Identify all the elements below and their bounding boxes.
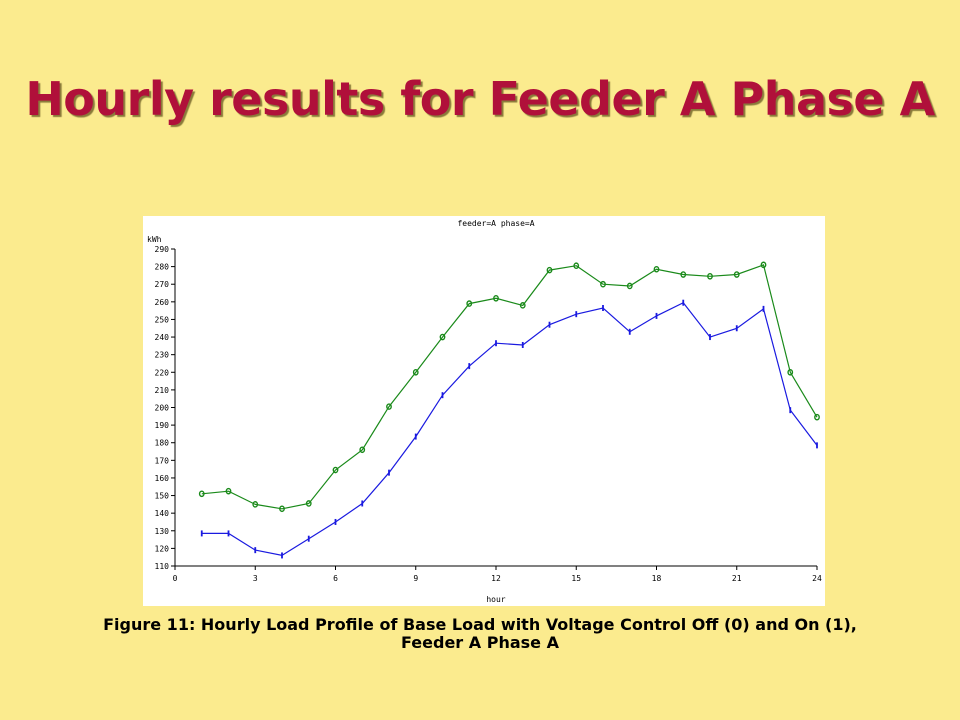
data-point-off [225,487,232,495]
data-point-off [787,368,794,376]
data-point-off [386,403,392,410]
data-point-off [519,302,526,309]
chart-title: feeder=A phase=A [457,219,534,228]
x-tick-label: 6 [333,574,338,583]
y-tick-label: 240 [155,333,170,342]
data-point-off [760,261,767,269]
y-tick-label: 190 [155,421,170,430]
data-point-off [466,300,473,307]
y-tick-label: 200 [155,404,170,413]
x-axis-label: hour [486,595,505,604]
x-tick-label: 18 [652,574,662,583]
y-tick-label: 280 [155,263,170,272]
x-tick-label: 9 [413,574,418,583]
data-point-off [733,271,740,278]
y-tick-label: 140 [155,509,170,518]
series-line-0 [201,264,818,510]
y-tick-label: 230 [155,351,170,360]
y-tick-label: 210 [155,386,170,395]
y-tick-label: 180 [155,439,170,448]
data-point-off [279,505,285,513]
data-point-off [412,368,419,376]
y-axis-label: kWh [147,235,162,244]
y-tick-label: 270 [155,280,170,289]
y-tick-label: 110 [155,562,170,571]
x-tick-label: 3 [253,574,258,583]
data-point-off [493,295,499,302]
slide-title: Hourly results for Feeder A Phase A [25,72,935,126]
y-tick-label: 250 [155,315,170,324]
x-tick-label: 15 [571,574,581,583]
caption-line-1: Figure 11: Hourly Load Profile of Base L… [103,615,857,634]
x-tick-label: 24 [812,574,822,583]
data-point-off [439,333,446,341]
x-tick-label: 0 [173,574,178,583]
data-point-off [680,271,687,278]
data-point-off [198,490,205,498]
x-tick-label: 21 [732,574,742,583]
data-point-off [626,282,633,290]
data-point-off [332,466,339,474]
data-point-off [546,266,553,274]
y-tick-label: 150 [155,492,170,501]
series-line-1 [201,301,818,557]
data-point-off [359,446,366,454]
y-tick-label: 290 [155,245,170,254]
y-tick-label: 130 [155,527,170,536]
figure-caption: Figure 11: Hourly Load Profile of Base L… [40,616,920,652]
x-tick-label: 12 [491,574,501,583]
y-tick-label: 160 [155,474,170,483]
data-point-off [707,272,713,280]
data-point-off [252,501,259,508]
data-point-off [653,265,660,273]
data-point-off [305,500,312,507]
caption-line-2: Feeder A Phase A [401,633,559,652]
chart-panel: feeder=A phase=A kWh hour 110 120 130 140 150 1… [143,216,825,606]
y-tick-label: 260 [155,298,170,307]
data-point-off [600,280,606,288]
data-point-off [573,262,580,270]
data-point-off [814,413,820,421]
y-tick-label: 120 [155,544,170,553]
y-tick-label: 220 [155,368,170,377]
y-tick-label: 170 [155,456,170,465]
